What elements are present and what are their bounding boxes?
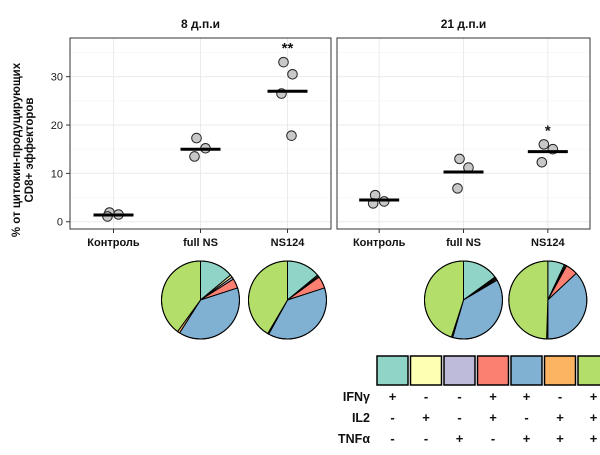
panel-2: 21 д.п.и Контроль full NS NS124 * xyxy=(336,17,591,249)
pie-outline xyxy=(161,260,240,340)
x-tick-label: full NS xyxy=(446,237,481,249)
data-point xyxy=(538,139,550,150)
cytokine-legend: IFNγ + - - + + - + IL2 - + - + - + + TNFα - - + - + + + xyxy=(338,355,600,446)
significance-label: ** xyxy=(282,40,294,57)
y-tick-label: 20 xyxy=(51,120,63,132)
pie-1-2 xyxy=(508,260,588,340)
legend-swatch xyxy=(543,355,577,386)
pie-outline xyxy=(248,260,327,340)
legend-sign: + xyxy=(489,389,497,404)
legend-swatch xyxy=(443,355,476,386)
legend-sign: + xyxy=(590,410,598,425)
pie-1-1 xyxy=(424,260,503,340)
y-axis-label: % от цитокин-продуцирующихCD8+ эффекторо… xyxy=(11,62,36,237)
legend-sign: + xyxy=(590,389,598,404)
legend-sign: - xyxy=(424,389,428,404)
legend-sign: - xyxy=(424,431,428,446)
y-tick-label: 30 xyxy=(51,72,63,84)
pie-outline xyxy=(508,260,588,340)
legend-sign: - xyxy=(457,389,461,404)
data-point xyxy=(286,130,297,141)
data-point xyxy=(191,132,202,144)
legend-sign: - xyxy=(558,389,562,404)
x-tick-label: NS124 xyxy=(531,237,566,249)
legend-sign: + xyxy=(422,410,430,425)
pies-layer xyxy=(161,260,588,340)
legend-sign: - xyxy=(457,410,461,425)
legend-sign: - xyxy=(390,431,394,446)
y-tick-label: 10 xyxy=(51,168,63,180)
x-tick-label: Контроль xyxy=(353,237,406,249)
legend-swatch xyxy=(577,355,600,386)
legend-sign: - xyxy=(524,410,528,425)
panel-title: 8 д.п.и xyxy=(181,17,220,31)
legend-sign: + xyxy=(556,410,564,425)
data-point xyxy=(452,183,463,194)
legend-sign: - xyxy=(491,431,495,446)
legend-row-label: IFNγ xyxy=(343,390,370,404)
legend-sign: + xyxy=(389,389,397,404)
legend-sign: + xyxy=(556,431,564,446)
panel-1: 8 д.п.и 0 10 20 30 Контроль full NS NS124 ** xyxy=(51,17,332,249)
data-point xyxy=(536,156,548,168)
legend-swatch xyxy=(376,355,409,386)
legend-sign: + xyxy=(523,431,531,446)
x-tick-label: Контроль xyxy=(87,237,140,249)
legend-row-label: TNFα xyxy=(338,432,370,446)
data-point xyxy=(454,153,465,165)
legend-sign: + xyxy=(489,410,497,425)
legend-sign: + xyxy=(456,431,464,446)
legend-sign: - xyxy=(390,410,394,425)
pie-slice xyxy=(508,260,549,340)
pie-outline xyxy=(424,260,503,340)
y-tick-label: 0 xyxy=(57,217,63,229)
legend-row-label: IL2 xyxy=(352,411,370,425)
data-point xyxy=(287,68,298,80)
legend-swatch xyxy=(476,355,510,386)
pie-0-1 xyxy=(161,260,240,340)
legend-sign: + xyxy=(523,389,531,404)
legend-sign: + xyxy=(590,431,598,446)
panel-title: 21 д.п.и xyxy=(441,17,487,31)
panels-layer: % от цитокин-продуцирующихCD8+ эффекторо… xyxy=(11,17,591,249)
x-tick-label: NS124 xyxy=(271,237,306,249)
y-axis-label-line-2: CD8+ эффекторов xyxy=(24,97,36,202)
x-tick-label: full NS xyxy=(183,237,218,249)
significance-label: * xyxy=(545,122,551,139)
pie-0-2 xyxy=(248,260,327,340)
y-axis-label-line-1: % от цитокин-продуцирующих xyxy=(11,62,23,237)
legend-swatch xyxy=(409,355,443,386)
data-point xyxy=(278,56,289,68)
data-point xyxy=(189,151,200,162)
legend-swatch xyxy=(510,355,543,386)
